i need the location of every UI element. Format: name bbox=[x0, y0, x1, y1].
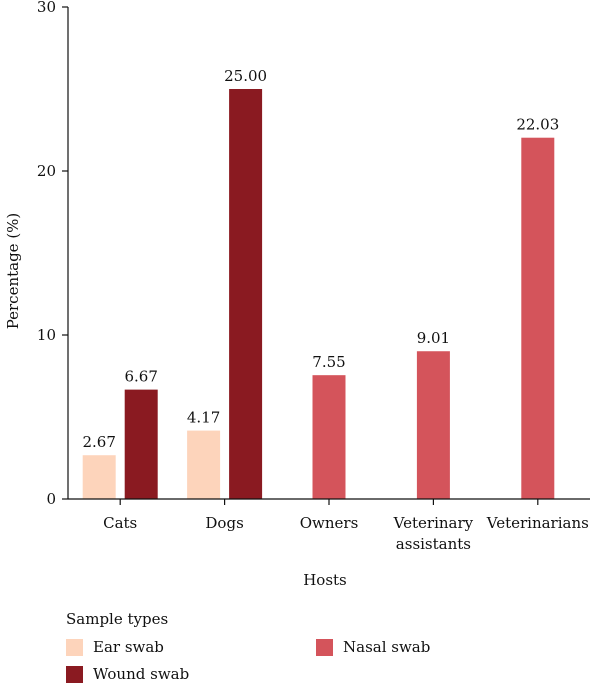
value-label: 4.17 bbox=[187, 409, 220, 427]
legend-title: Sample types bbox=[66, 610, 169, 628]
x-tick-label: Dogs bbox=[205, 514, 243, 532]
x-axis-title: Hosts bbox=[303, 571, 347, 589]
y-axis: 0 10 20 30 bbox=[37, 0, 69, 508]
bar-chart: 0 10 20 30 2.67 6.67 4.17 25.00 7.55 9.01 22.03 C… bbox=[4, 0, 590, 589]
legend-swatch-wound-swab bbox=[66, 665, 83, 683]
value-label: 9.01 bbox=[417, 329, 450, 347]
bar-nasal-swab-veterinary-assistants bbox=[416, 351, 450, 499]
bar-ear-swab-dogs bbox=[187, 430, 221, 499]
legend-item-nasal-swab: Nasal swab bbox=[316, 638, 430, 656]
legend-label-wound-swab: Wound swab bbox=[93, 665, 190, 683]
legend-item-wound-swab: Wound swab bbox=[66, 665, 189, 683]
x-tick-label: Cats bbox=[103, 514, 137, 532]
x-tick-label: Owners bbox=[300, 514, 359, 532]
bar-nasal-swab-veterinarians bbox=[521, 137, 555, 499]
legend-label-ear-swab: Ear swab bbox=[93, 638, 164, 656]
value-label: 2.67 bbox=[82, 433, 115, 451]
y-tick-label: 20 bbox=[37, 162, 56, 180]
value-label: 6.67 bbox=[124, 368, 157, 386]
bar-wound-swab-dogs bbox=[229, 89, 263, 499]
x-tick-label: assistants bbox=[396, 535, 471, 553]
y-tick-label: 0 bbox=[46, 490, 56, 508]
legend-item-ear-swab: Ear swab bbox=[66, 638, 164, 656]
x-tick-label: Veterinarians bbox=[486, 514, 589, 532]
x-tick-label: Veterinary bbox=[393, 514, 474, 532]
value-label: 7.55 bbox=[312, 353, 345, 371]
value-labels: 2.67 6.67 4.17 25.00 7.55 9.01 22.03 bbox=[82, 67, 559, 451]
legend: Sample types Ear swab Wound swab Nasal s… bbox=[66, 610, 586, 683]
bar-wound-swab-cats bbox=[124, 389, 158, 499]
bar-nasal-swab-owners bbox=[312, 375, 346, 499]
y-tick-label: 10 bbox=[37, 326, 56, 344]
value-label: 22.03 bbox=[516, 116, 559, 134]
value-label: 25.00 bbox=[224, 67, 267, 85]
legend-swatch-ear-swab bbox=[66, 638, 83, 656]
bar-ear-swab-cats bbox=[82, 455, 116, 499]
legend-swatch-nasal-swab bbox=[316, 638, 333, 656]
y-axis-title: Percentage (%) bbox=[4, 213, 22, 330]
bars bbox=[82, 89, 555, 499]
x-axis: Cats Dogs Owners Veterinary assistants Veteri… bbox=[68, 498, 590, 553]
legend-label-nasal-swab: Nasal swab bbox=[343, 638, 431, 656]
y-tick-label: 30 bbox=[37, 0, 56, 16]
